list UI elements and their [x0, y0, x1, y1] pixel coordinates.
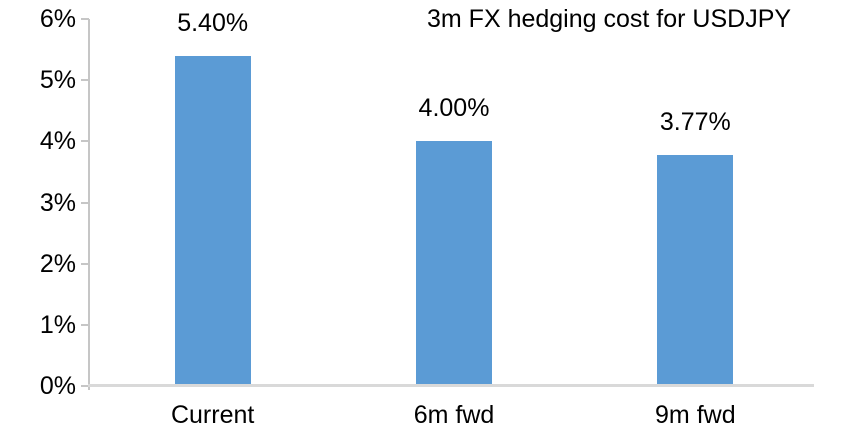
bar-current	[174, 55, 251, 386]
y-axis-tick	[81, 79, 89, 82]
bar-value-label: 3.77%	[659, 108, 731, 137]
y-axis-tick	[81, 18, 89, 20]
x-axis-line	[88, 384, 814, 387]
y-axis-tick-label: 6%	[39, 5, 76, 33]
y-axis-tick	[81, 201, 89, 204]
x-axis-label: 6m fwd	[413, 401, 495, 429]
y-axis-tick	[81, 140, 89, 143]
bar-value-label: 4.00%	[418, 94, 490, 123]
y-axis-tick-label: 4%	[39, 127, 76, 156]
y-axis-tick-label: 1%	[39, 310, 76, 339]
y-axis-tick	[81, 262, 89, 265]
y-axis-tick	[81, 385, 89, 387]
y-axis-tick-label: 5%	[39, 66, 76, 95]
x-axis-label: 9m fwd	[655, 401, 736, 429]
y-axis-tick-label: 3%	[39, 188, 76, 217]
bar-9m-fwd	[657, 155, 734, 386]
y-axis-tick-label: 2%	[39, 249, 76, 278]
y-axis-tick-label: 0%	[39, 372, 76, 400]
x-axis-label: Current	[170, 401, 255, 429]
y-axis-line	[88, 19, 90, 390]
bar-6m-fwd	[416, 141, 492, 386]
bar-value-label: 5.40%	[177, 8, 249, 37]
chart-title: 3m FX hedging cost for USDJPY	[427, 5, 792, 33]
y-axis-tick	[81, 323, 89, 326]
